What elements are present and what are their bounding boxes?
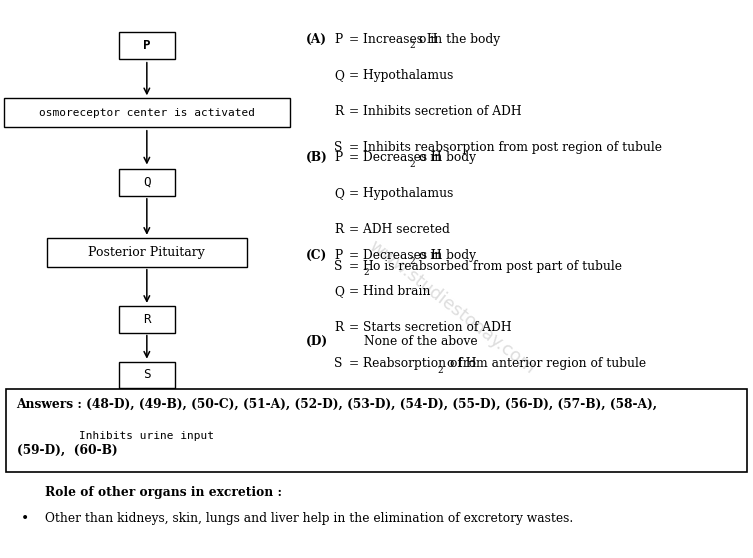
Text: None of the above: None of the above (364, 335, 478, 348)
Text: = Hypothalamus: = Hypothalamus (349, 69, 454, 82)
Bar (4, 98, 290, 127)
Bar (118, 306, 175, 333)
Text: Posterior Pituitary: Posterior Pituitary (88, 246, 206, 259)
Text: = Hind brain: = Hind brain (349, 285, 431, 298)
Text: 2: 2 (437, 366, 443, 375)
Text: Role of other organs in excretion :: Role of other organs in excretion : (45, 485, 282, 499)
Text: S: S (334, 357, 343, 371)
Text: Q: Q (334, 285, 344, 298)
Text: 2: 2 (410, 41, 415, 50)
Text: = Inhibits secretion of ADH: = Inhibits secretion of ADH (349, 105, 522, 118)
Text: = Decreases H: = Decreases H (349, 151, 442, 164)
Text: (C): (C) (306, 248, 327, 262)
Text: Inhibits urine input: Inhibits urine input (79, 431, 215, 441)
Text: = ADH secreted: = ADH secreted (349, 223, 450, 237)
Text: o in body: o in body (419, 248, 477, 262)
Text: P: P (334, 151, 343, 164)
Text: P: P (334, 248, 343, 262)
Bar (47, 238, 247, 267)
Text: Q: Q (334, 69, 344, 82)
Text: (A): (A) (306, 32, 327, 46)
Text: 2: 2 (410, 257, 415, 266)
Text: = Hypothalamus: = Hypothalamus (349, 187, 454, 200)
Text: P: P (143, 39, 151, 52)
Text: R: R (143, 312, 151, 326)
Text: = Reabsorption of H: = Reabsorption of H (349, 357, 477, 371)
Text: S: S (334, 259, 343, 273)
Text: 2: 2 (363, 268, 369, 277)
Bar (118, 32, 175, 59)
Bar (6, 389, 747, 472)
Text: Answers : (48-D), (49-B), (50-C), (51-A), (52-D), (53-D), (54-D), (55-D), (56-D): Answers : (48-D), (49-B), (50-C), (51-A)… (17, 397, 657, 411)
Bar (47, 422, 247, 451)
Text: = H: = H (349, 259, 374, 273)
Text: Q: Q (143, 176, 151, 189)
Bar (118, 362, 175, 388)
Text: R: R (334, 223, 343, 237)
Text: S: S (334, 141, 343, 155)
Text: www.studiestoday.com: www.studiestoday.com (365, 237, 538, 377)
Text: R: R (334, 105, 343, 118)
Text: o is reabsorbed from post part of tubule: o is reabsorbed from post part of tubule (373, 259, 622, 273)
Text: = Increases H: = Increases H (349, 32, 438, 46)
Text: S: S (143, 368, 151, 382)
Text: 2: 2 (410, 160, 415, 169)
Text: = Starts secretion of ADH: = Starts secretion of ADH (349, 321, 512, 334)
Text: Q: Q (334, 187, 344, 200)
Text: = Inhibits reabsorption from post region of tubule: = Inhibits reabsorption from post region… (349, 141, 663, 155)
Text: R: R (334, 321, 343, 334)
Text: (59-D),  (60-B): (59-D), (60-B) (17, 444, 117, 457)
Text: (B): (B) (306, 151, 328, 164)
Bar (118, 169, 175, 196)
Text: •: • (21, 512, 29, 526)
Text: o in the body: o in the body (419, 32, 501, 46)
Text: = Decreases H: = Decreases H (349, 248, 442, 262)
Text: osmoreceptor center is activated: osmoreceptor center is activated (39, 108, 255, 118)
Text: P: P (334, 32, 343, 46)
Text: Other than kidneys, skin, lungs and liver help in the elimination of excretory w: Other than kidneys, skin, lungs and live… (45, 512, 574, 526)
Text: o from anterior region of tubule: o from anterior region of tubule (447, 357, 646, 371)
Text: (D): (D) (306, 335, 328, 348)
Text: o in body: o in body (419, 151, 477, 164)
